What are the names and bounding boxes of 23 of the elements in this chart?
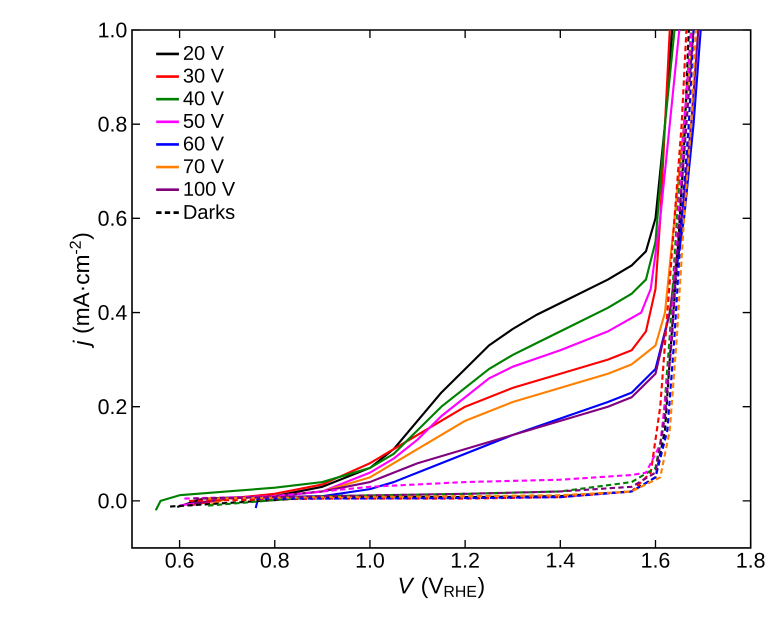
legend-label: 60 V: [184, 136, 224, 151]
legend-label: Darks: [184, 204, 234, 220]
x-tick-label: 1.6: [642, 552, 670, 568]
legend-label: 50 V: [184, 114, 224, 128]
legend-label: 20 V: [184, 46, 224, 60]
x-tick-label: 0.6: [166, 552, 194, 568]
legend-label: 40 V: [183, 91, 224, 106]
y-axis-title: j (mA·cm$^{-2}$): [70, 234, 94, 348]
y-tick-label: 0.8: [98, 116, 126, 132]
x-axis-title: V (V$_{RHE}$): [400, 576, 484, 598]
y-tick-label: 0.4: [98, 304, 127, 320]
y-tick-label: 0.2: [98, 399, 126, 414]
legend-label: 30 V: [184, 68, 224, 83]
y-tick-label: 0.6: [98, 210, 126, 226]
x-tick-label: 0.8: [260, 552, 289, 568]
x-tick-label: 1.4: [547, 552, 574, 568]
y-tick-label: 0.0: [98, 493, 126, 508]
legend-label: 70 V: [184, 159, 224, 174]
x-tick-label: 1.8: [737, 552, 765, 568]
x-tick-label: 1.2: [452, 552, 479, 568]
y-tick-label: 1.0: [99, 22, 126, 38]
x-tick-label: 1.0: [356, 552, 384, 568]
legend-label: 100 V: [184, 182, 236, 196]
